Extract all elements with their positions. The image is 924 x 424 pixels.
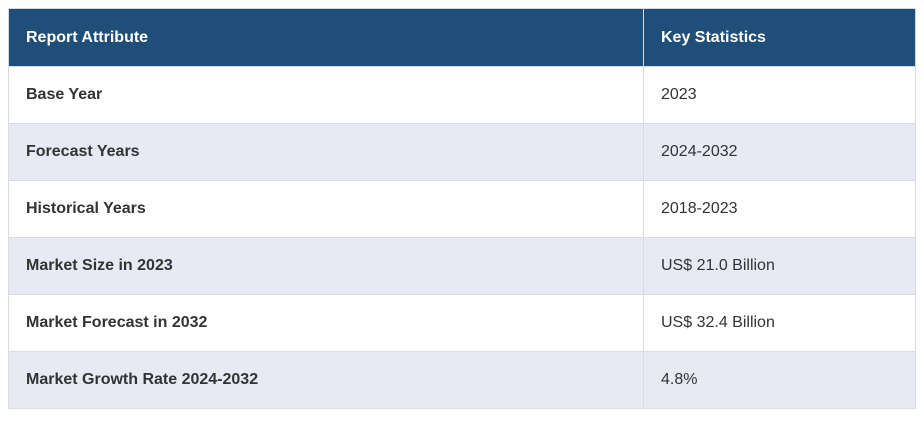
row-value: 2023	[643, 66, 916, 124]
row-attribute: Forecast Years	[8, 123, 644, 181]
header-key-statistics: Key Statistics	[643, 8, 916, 67]
row-attribute: Market Size in 2023	[8, 237, 644, 295]
table-row: Base Year 2023	[8, 66, 916, 124]
row-attribute: Market Growth Rate 2024-2032	[8, 351, 644, 409]
row-attribute: Base Year	[8, 66, 644, 124]
row-value: US$ 21.0 Billion	[643, 237, 916, 295]
table-row: Market Growth Rate 2024-2032 4.8%	[8, 351, 916, 409]
row-attribute: Market Forecast in 2032	[8, 294, 644, 352]
row-value: 2024-2032	[643, 123, 916, 181]
table-row: Market Forecast in 2032 US$ 32.4 Billion	[8, 294, 916, 352]
row-value: US$ 32.4 Billion	[643, 294, 916, 352]
report-statistics-table: Report Attribute Key Statistics Base Yea…	[8, 8, 916, 409]
row-value: 4.8%	[643, 351, 916, 409]
row-value: 2018-2023	[643, 180, 916, 238]
header-report-attribute: Report Attribute	[8, 8, 644, 67]
table-row: Historical Years 2018-2023	[8, 180, 916, 238]
table-header-row: Report Attribute Key Statistics	[8, 8, 916, 67]
table-row: Market Size in 2023 US$ 21.0 Billion	[8, 237, 916, 295]
row-attribute: Historical Years	[8, 180, 644, 238]
table-row: Forecast Years 2024-2032	[8, 123, 916, 181]
